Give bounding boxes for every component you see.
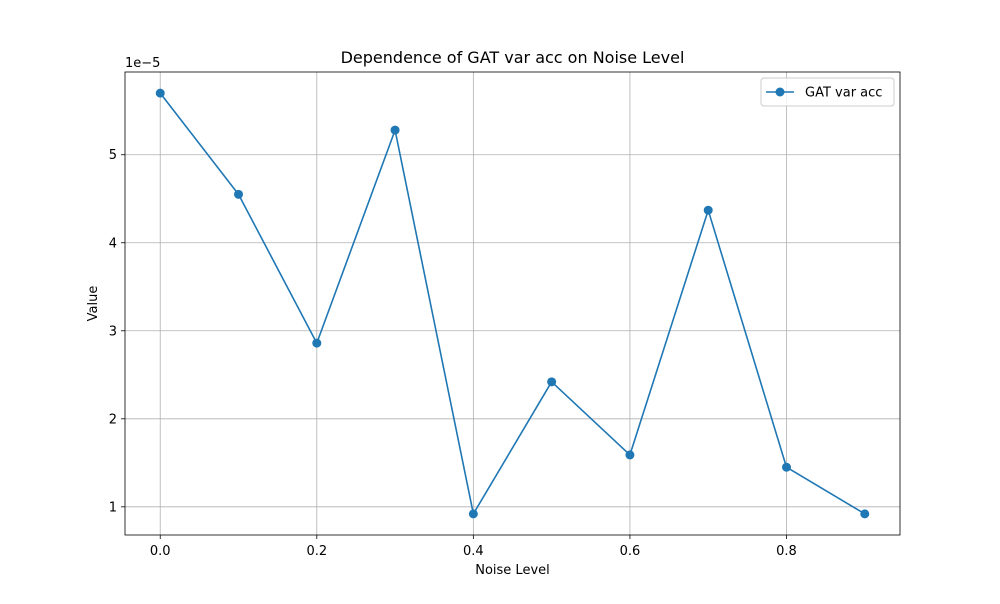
ticks-layer: 0.0 0.2 0.4 0.6 0.8 1 2 3 4 5	[109, 148, 797, 559]
x-tick-label: 0.8	[776, 544, 797, 559]
data-point	[155, 88, 165, 98]
data-point	[547, 377, 557, 387]
y-tick-label: 4	[109, 236, 117, 251]
chart-title: Dependence of GAT var acc on Noise Level	[341, 48, 685, 67]
data-point	[234, 189, 244, 199]
data-point	[781, 462, 791, 472]
data-point	[625, 450, 635, 460]
series-line	[159, 92, 866, 515]
x-axis-label: Noise Level	[475, 563, 550, 578]
grid-layer	[125, 72, 900, 535]
plot-frame	[124, 71, 901, 536]
legend-box	[760, 77, 895, 107]
y-tick-label: 2	[109, 412, 117, 427]
data-point	[390, 125, 400, 135]
legend-marker-swatch	[775, 87, 785, 97]
data-point	[468, 509, 478, 519]
y-tick-label: 5	[109, 148, 117, 163]
y-tick-label: 1	[109, 500, 117, 515]
x-tick-label: 0.0	[150, 544, 171, 559]
legend-label: GAT var acc	[805, 86, 882, 101]
x-tick-label: 0.6	[620, 544, 641, 559]
y-offset-label: 1e−5	[125, 56, 160, 71]
y-axis-label: Value	[86, 286, 101, 322]
series-layer	[155, 88, 870, 519]
x-tick-label: 0.2	[306, 544, 327, 559]
data-point	[703, 205, 713, 215]
data-point	[860, 509, 870, 519]
y-tick-label: 3	[109, 324, 117, 339]
data-point	[312, 338, 322, 348]
legend: GAT var acc	[760, 77, 895, 107]
x-tick-label: 0.4	[463, 544, 484, 559]
